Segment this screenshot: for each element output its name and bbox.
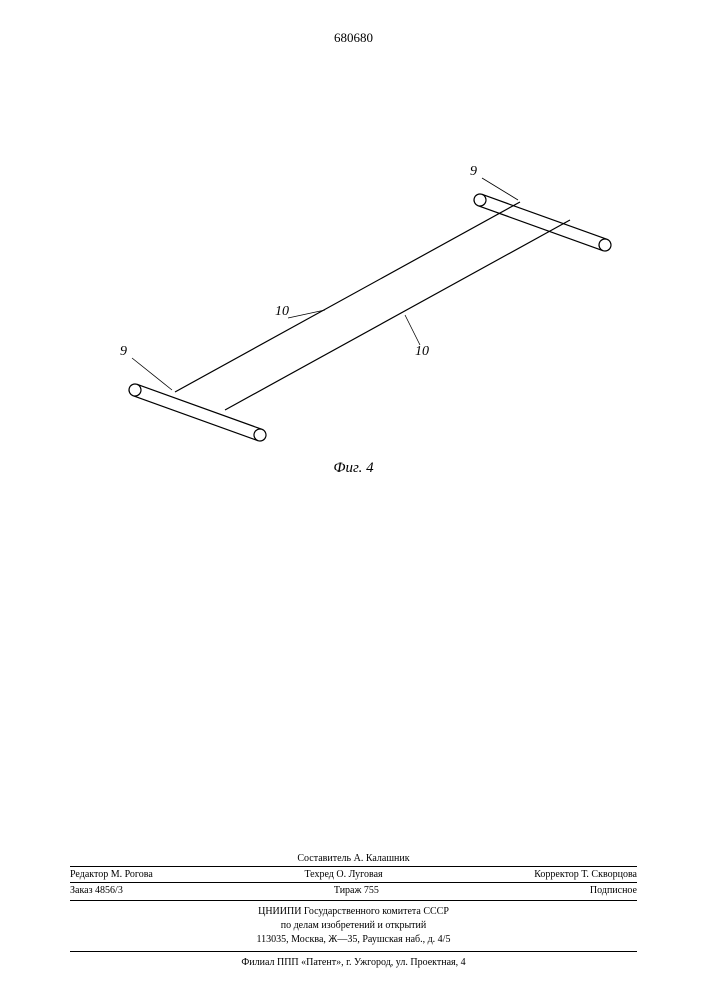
- branch-line: Филиал ППП «Патент», г. Ужгород, ул. Про…: [70, 956, 637, 970]
- branch-block: Филиал ППП «Патент», г. Ужгород, ул. Про…: [70, 951, 637, 970]
- credits-row: Редактор М. Рогова Техред О. Луговая Кор…: [70, 866, 637, 880]
- org-block: ЦНИИПИ Государственного комитета СССР по…: [70, 900, 637, 947]
- corrector: Корректор Т. Скворцова: [534, 869, 637, 880]
- figure-4: 9 9 10 10: [70, 130, 630, 460]
- footer-block: Составитель А. Калашник Редактор М. Рого…: [70, 853, 637, 970]
- org-line1: ЦНИИПИ Государственного комитета СССР: [70, 905, 637, 919]
- subscription: Подписное: [590, 885, 637, 896]
- order-row: Заказ 4856/3 Тираж 755 Подписное: [70, 882, 637, 896]
- svg-text:10: 10: [275, 304, 289, 319]
- tirazh: Тираж 755: [334, 885, 379, 896]
- page-number: 680680: [0, 30, 707, 46]
- org-line3: 113035, Москва, Ж—35, Раушская наб., д. …: [70, 933, 637, 947]
- order-number: Заказ 4856/3: [70, 885, 123, 896]
- org-line2: по делам изобретений и открытий: [70, 919, 637, 933]
- editor: Редактор М. Рогова: [70, 869, 153, 880]
- figure-caption: Фиг. 4: [0, 460, 707, 477]
- svg-text:9: 9: [120, 344, 127, 359]
- tech-editor: Техред О. Луговая: [304, 869, 382, 880]
- svg-text:9: 9: [470, 164, 477, 179]
- composer-line: Составитель А. Калашник: [70, 853, 637, 864]
- figure-svg: 9 9 10 10: [70, 130, 630, 460]
- svg-text:10: 10: [415, 344, 429, 359]
